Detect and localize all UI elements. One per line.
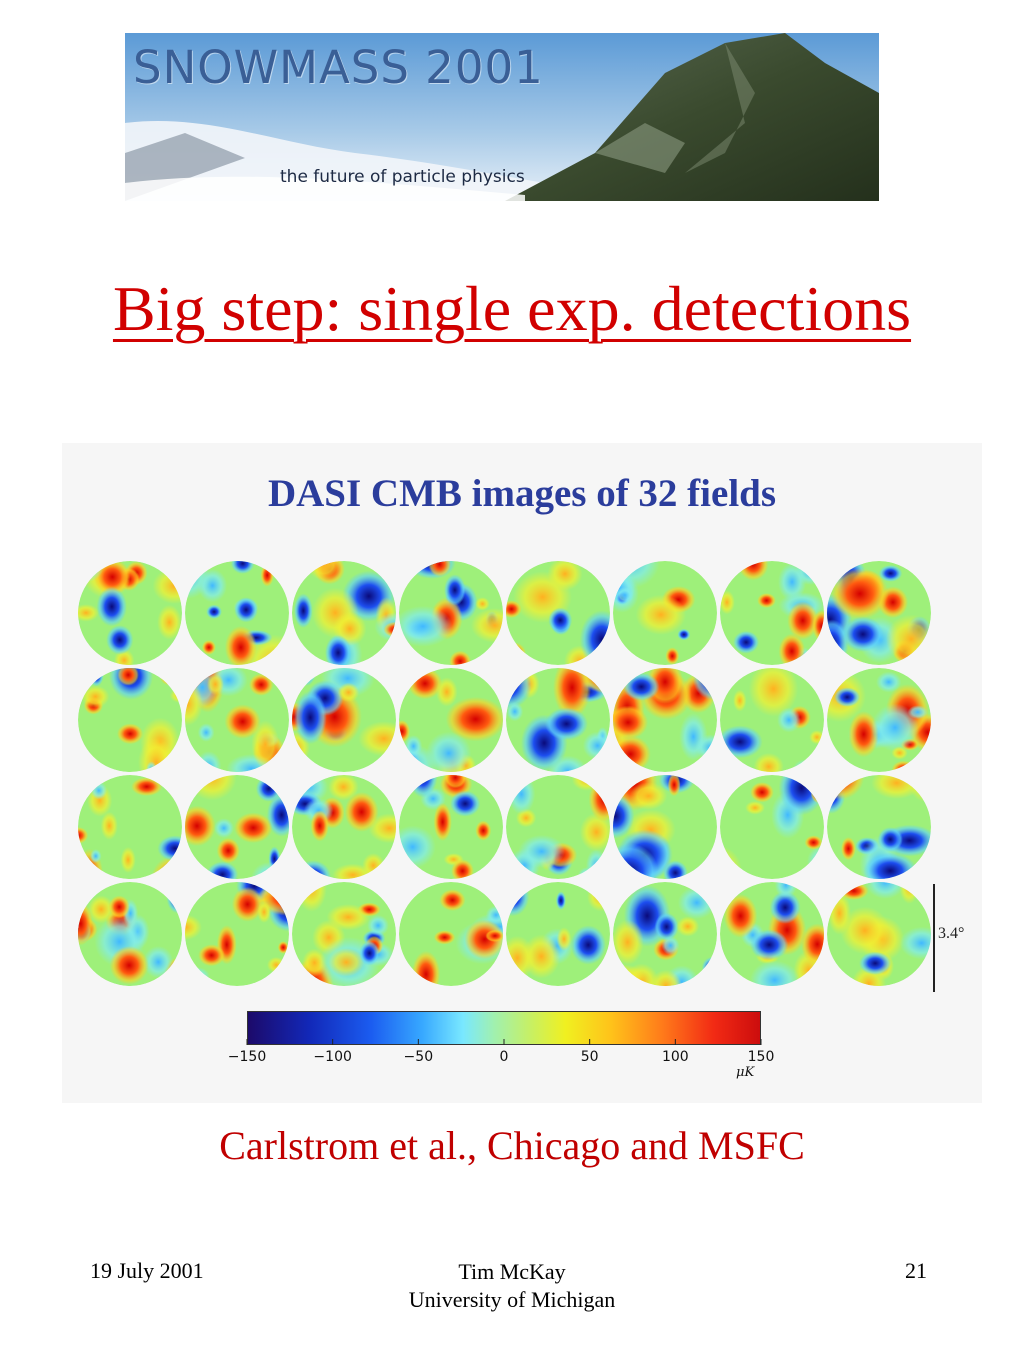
colorbar-tick-label: −100 [313,1049,352,1065]
cmb-field-31 [720,882,824,986]
banner-mountain-image [125,33,879,201]
footer-date: 19 July 2001 [90,1258,204,1283]
snowmass-banner: SNOWMASS 2001 the future of particle phy… [125,33,879,201]
colorbar-unit: μK [736,1065,755,1080]
figure-title: DASI CMB images of 32 fields [267,472,777,515]
angular-scale-label: 3.4° [938,925,965,942]
colorbar-tick-label: 100 [661,1049,689,1065]
banner-title: SNOWMASS 2001 [133,41,544,94]
cmb-field-3 [292,561,396,665]
cmb-field-16 [827,668,931,772]
colorbar-tick-label: 150 [747,1049,775,1065]
colorbar-ticks [246,1039,762,1045]
figure-caption: Carlstrom et al., Chicago and MSFC [219,1123,805,1168]
slide-title-text: Big step: single exp. detections [112,273,912,344]
colorbar-tick-label: −150 [227,1049,267,1065]
slide-title: Big step: single exp. detections [0,272,1024,346]
footer-page-number: 21 [905,1258,927,1283]
cmb-field-14 [613,668,717,772]
cmb-field-21 [506,775,610,879]
footer-author: Tim McKay [458,1259,566,1284]
colorbar-tick-label: 50 [580,1049,599,1065]
cmb-field-grid [78,561,935,992]
footer-author-block: Tim McKay University of Michigan [0,1258,1024,1314]
cmb-field-20 [399,775,503,879]
cmb-field-28 [399,882,503,986]
banner-subtitle: the future of particle physics [280,167,525,187]
colorbar-tick-label: −50 [403,1049,434,1065]
dasi-figure: DASI CMB images of 32 fields 3.4° −150 −1… [62,443,982,1103]
colorbar-tick-label: 0 [499,1049,509,1065]
footer-affiliation: University of Michigan [408,1287,616,1312]
cmb-field-8 [827,561,931,665]
